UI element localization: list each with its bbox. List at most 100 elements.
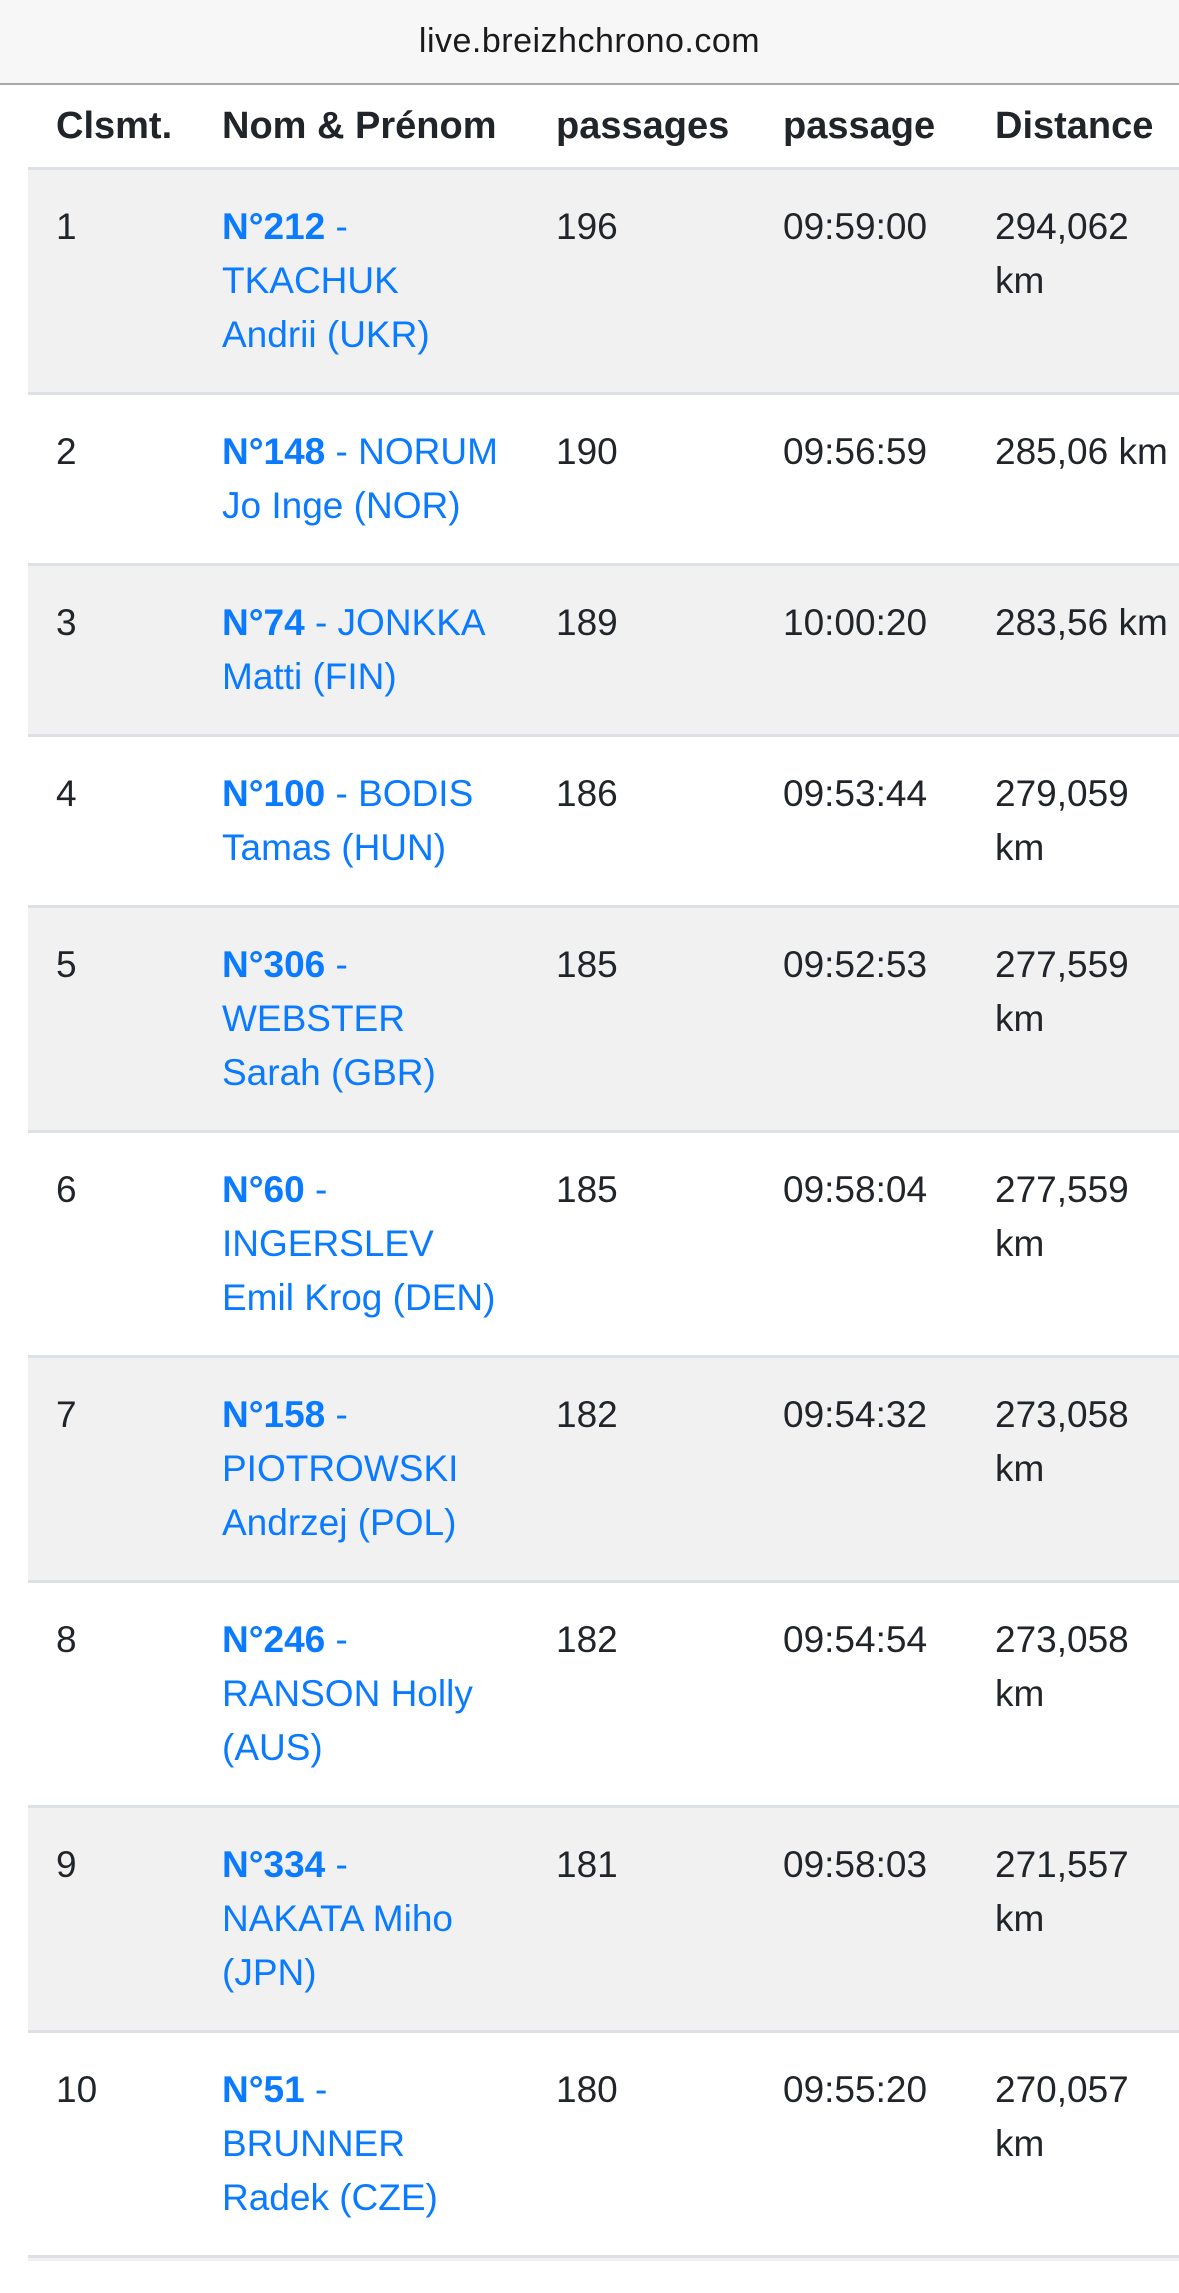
name-wrap: N°306 - WEBSTER Sarah (GBR) — [222, 938, 498, 1100]
runner-link[interactable]: N°60 - INGERSLEV Emil Krog (DEN) — [222, 1169, 495, 1318]
rank-cell: 9 — [56, 1844, 77, 1885]
distance-cell: 279,059 km — [995, 773, 1129, 868]
table-row: 1 N°212 - TKACHUK Andrii (UKR) 196 09:59… — [28, 168, 1179, 394]
header-row: Clsmt. Nom & Prénom passages passage Dis… — [28, 85, 1179, 169]
runner-name: - INGERSLEV Emil Krog (DEN) — [222, 1169, 496, 1318]
page-content: Clsmt. Nom & Prénom passages passage Dis… — [0, 85, 1179, 2261]
passage-time-cell: 09:54:54 — [783, 1619, 928, 1660]
passages-cell: 196 — [556, 206, 618, 247]
table-row: 6 N°60 - INGERSLEV Emil Krog (DEN) 185 0… — [28, 1131, 1179, 1357]
runner-name: - JONKKA Matti (FIN) — [222, 602, 484, 697]
passage-time-cell: 10:00:20 — [783, 602, 928, 643]
table-row: 7 N°158 - PIOTROWSKI Andrzej (POL) 182 0… — [28, 1356, 1179, 1582]
bib-number: N°158 — [222, 1394, 326, 1435]
passage-time-cell: 09:56:59 — [783, 431, 928, 472]
table-row: 10 N°51 - BRUNNER Radek (CZE) 180 09:55:… — [28, 2031, 1179, 2255]
rank-cell: 6 — [56, 1169, 77, 1210]
passage-time-cell: 09:58:04 — [783, 1169, 928, 1210]
bib-number: N°212 — [222, 206, 326, 247]
name-wrap: N°60 - INGERSLEV Emil Krog (DEN) — [222, 1163, 498, 1325]
distance-cell: 277,559 km — [995, 1169, 1129, 1264]
runner-name: - NORUM Jo Inge (NOR) — [222, 431, 498, 526]
bib-number: N°306 — [222, 944, 326, 985]
table-row: 2 N°148 - NORUM Jo Inge (NOR) 190 09:56:… — [28, 393, 1179, 565]
passage-time-cell: 09:53:44 — [783, 773, 928, 814]
bib-number: N°100 — [222, 773, 326, 814]
distance-cell: 283,56 km — [995, 602, 1168, 643]
table-row: 8 N°246 - RANSON Holly (AUS) 182 09:54:5… — [28, 1581, 1179, 1807]
passages-cell: 189 — [556, 602, 618, 643]
runner-link[interactable]: N°74 - JONKKA Matti (FIN) — [222, 602, 484, 697]
runner-link[interactable]: N°100 - BODIS Tamas (HUN) — [222, 773, 473, 868]
distance-cell: 271,557 km — [995, 1844, 1129, 1939]
runner-link[interactable]: N°246 - RANSON Holly (AUS) — [222, 1619, 473, 1768]
name-cell: N°74 - JONKKA Matti (FIN) — [194, 565, 528, 736]
distance-cell: 285,06 km — [995, 431, 1168, 472]
runner-name: - WEBSTER Sarah (GBR) — [222, 944, 436, 1093]
runner-link[interactable]: N°158 - PIOTROWSKI Andrzej (POL) — [222, 1394, 458, 1543]
bib-number: N°334 — [222, 1844, 326, 1885]
column-header-name: Nom & Prénom — [222, 105, 497, 147]
name-wrap: N°74 - JONKKA Matti (FIN) — [222, 596, 498, 704]
runner-name: - NAKATA Miho (JPN) — [222, 1844, 453, 1993]
name-cell: N°212 - TKACHUK Andrii (UKR) — [194, 169, 528, 394]
runner-name: - PIOTROWSKI Andrzej (POL) — [222, 1394, 459, 1543]
name-cell: N°334 - NAKATA Miho (JPN) — [194, 1807, 528, 2032]
browser-address-bar[interactable]: live.breizhchrono.com — [0, 0, 1179, 85]
runner-link[interactable]: N°306 - WEBSTER Sarah (GBR) — [222, 944, 436, 1093]
runner-link[interactable]: N°51 - BRUNNER Radek (CZE) — [222, 2069, 438, 2218]
bib-number: N°148 — [222, 431, 326, 472]
runner-link[interactable]: N°334 - NAKATA Miho (JPN) — [222, 1844, 453, 1993]
passages-cell: 190 — [556, 431, 618, 472]
distance-cell: 273,058 km — [995, 1619, 1129, 1714]
passages-cell: 182 — [556, 1619, 618, 1660]
table-row: 5 N°306 - WEBSTER Sarah (GBR) 185 09:52:… — [28, 906, 1179, 1132]
passage-time-cell: 09:58:03 — [783, 1844, 928, 1885]
name-wrap: N°334 - NAKATA Miho (JPN) — [222, 1838, 498, 2000]
column-header-distance: Distance — [995, 105, 1154, 147]
runner-name: - BODIS Tamas (HUN) — [222, 773, 474, 868]
passages-cell: 182 — [556, 1394, 618, 1435]
rank-cell: 7 — [56, 1394, 77, 1435]
table-body: 1 N°212 - TKACHUK Andrii (UKR) 196 09:59… — [28, 168, 1179, 2255]
rank-cell: 8 — [56, 1619, 77, 1660]
column-header-passage: passage — [783, 105, 936, 147]
column-header-passages: passages — [556, 105, 730, 147]
name-wrap: N°212 - TKACHUK Andrii (UKR) — [222, 200, 498, 362]
next-row-divider — [28, 2255, 1179, 2261]
rank-cell: 3 — [56, 602, 77, 643]
distance-cell: 294,062 km — [995, 206, 1129, 301]
passages-cell: 185 — [556, 1169, 618, 1210]
runner-link[interactable]: N°212 - TKACHUK Andrii (UKR) — [222, 206, 430, 355]
bib-number: N°51 — [222, 2069, 305, 2110]
distance-cell: 270,057 km — [995, 2069, 1129, 2164]
table-row: 4 N°100 - BODIS Tamas (HUN) 186 09:53:44… — [28, 735, 1179, 907]
results-table: Clsmt. Nom & Prénom passages passage Dis… — [28, 85, 1179, 2255]
passage-time-cell: 09:54:32 — [783, 1394, 928, 1435]
name-cell: N°158 - PIOTROWSKI Andrzej (POL) — [194, 1357, 528, 1582]
bib-number: N°60 — [222, 1169, 305, 1210]
name-wrap: N°100 - BODIS Tamas (HUN) — [222, 767, 498, 875]
bib-number: N°74 — [222, 602, 305, 643]
passages-cell: 185 — [556, 944, 618, 985]
rank-cell: 4 — [56, 773, 77, 814]
distance-cell: 277,559 km — [995, 944, 1129, 1039]
runner-name: - BRUNNER Radek (CZE) — [222, 2069, 438, 2218]
name-wrap: N°148 - NORUM Jo Inge (NOR) — [222, 425, 498, 533]
runner-link[interactable]: N°148 - NORUM Jo Inge (NOR) — [222, 431, 498, 526]
passages-cell: 186 — [556, 773, 618, 814]
passages-cell: 180 — [556, 2069, 618, 2110]
name-cell: N°60 - INGERSLEV Emil Krog (DEN) — [194, 1132, 528, 1357]
rank-cell: 2 — [56, 431, 77, 472]
column-header-clsmt: Clsmt. — [56, 105, 173, 147]
bib-number: N°246 — [222, 1619, 326, 1660]
passages-cell: 181 — [556, 1844, 618, 1885]
name-wrap: N°51 - BRUNNER Radek (CZE) — [222, 2063, 498, 2225]
name-wrap: N°158 - PIOTROWSKI Andrzej (POL) — [222, 1388, 498, 1550]
name-cell: N°148 - NORUM Jo Inge (NOR) — [194, 394, 528, 565]
runner-name: - RANSON Holly (AUS) — [222, 1619, 473, 1768]
table-row: 3 N°74 - JONKKA Matti (FIN) 189 10:00:20… — [28, 564, 1179, 736]
name-cell: N°246 - RANSON Holly (AUS) — [194, 1582, 528, 1807]
url-text: live.breizhchrono.com — [418, 22, 761, 60]
rank-cell: 10 — [56, 2069, 98, 2110]
